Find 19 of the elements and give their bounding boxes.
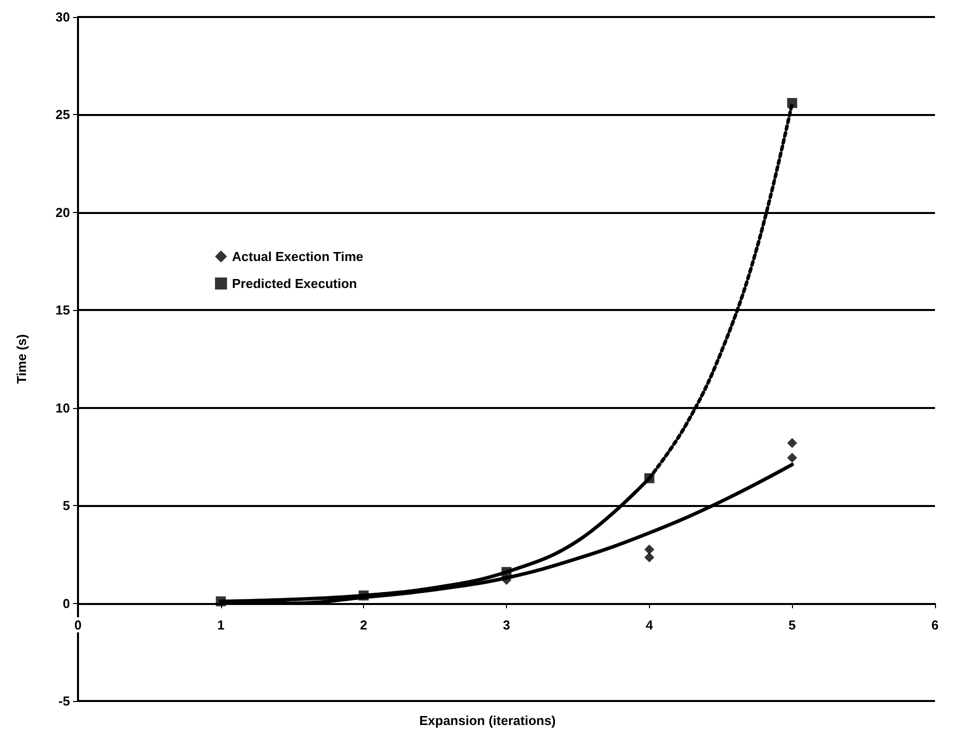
y-tick-label: 20 [56, 204, 70, 220]
y-axis-title: Time (s) [14, 334, 29, 384]
x-tick-label: 3 [502, 617, 510, 632]
y-tick-label: 10 [56, 400, 70, 416]
y-tick-label: 25 [56, 107, 70, 122]
y-tick-label: 15 [56, 302, 70, 318]
x-tick-label: 0 [74, 617, 82, 632]
y-tick-label: 30 [56, 10, 70, 24]
x-tick-label: 1 [217, 617, 224, 632]
x-tick-label: 4 [646, 617, 654, 632]
x-tick-label: 5 [788, 617, 796, 632]
y-tick-label: -5 [58, 694, 70, 708]
x-tick-label: 2 [360, 617, 368, 632]
x-tick-label: 6 [931, 617, 939, 632]
y-tick-label: 0 [62, 596, 70, 611]
legend-label: Actual Exection Time [232, 249, 364, 264]
legend-label: Predicted Execution [232, 276, 358, 291]
x-axis-title: Expansion (iterations) [419, 713, 556, 728]
y-tick-label: 5 [62, 498, 70, 514]
